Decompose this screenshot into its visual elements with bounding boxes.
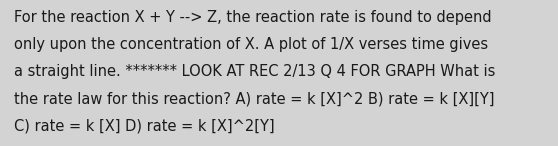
Text: For the reaction X + Y --> Z, the reaction rate is found to depend: For the reaction X + Y --> Z, the reacti… — [14, 10, 492, 25]
Text: only upon the concentration of X. A plot of 1/X verses time gives: only upon the concentration of X. A plot… — [14, 37, 488, 52]
Text: the rate law for this reaction? A) rate = k [X]^2 B) rate = k [X][Y]: the rate law for this reaction? A) rate … — [14, 91, 494, 106]
Text: a straight line. ******* LOOK AT REC 2/13 Q 4 FOR GRAPH What is: a straight line. ******* LOOK AT REC 2/1… — [14, 64, 496, 79]
Text: C) rate = k [X] D) rate = k [X]^2[Y]: C) rate = k [X] D) rate = k [X]^2[Y] — [14, 118, 275, 133]
